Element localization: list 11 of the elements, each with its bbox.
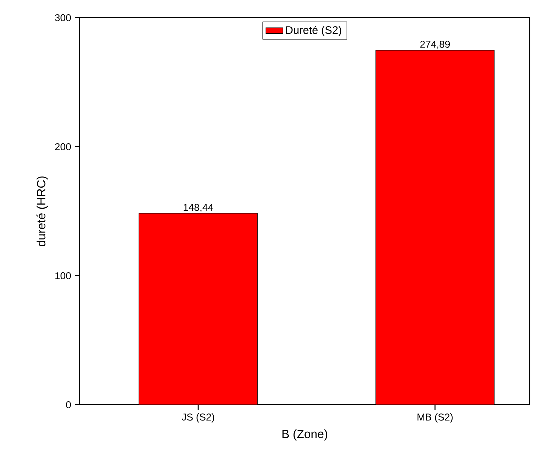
x-tick-label: JS (S2) xyxy=(182,414,214,423)
x-axis-title: B (Zone) xyxy=(282,430,328,441)
legend-label: Dureté (S2) xyxy=(286,26,342,36)
y-tick-label: 100 xyxy=(56,272,72,280)
x-tick-label: MB (S2) xyxy=(418,414,453,423)
data-label: 274,89 xyxy=(420,40,450,50)
y-tick-label: 0 xyxy=(66,401,72,409)
y-axis-title: dureté (HRC) xyxy=(36,176,48,247)
data-label: 148,44 xyxy=(184,204,214,212)
y-tick-label: 300 xyxy=(55,14,72,22)
y-tick-label: 200 xyxy=(55,143,72,151)
